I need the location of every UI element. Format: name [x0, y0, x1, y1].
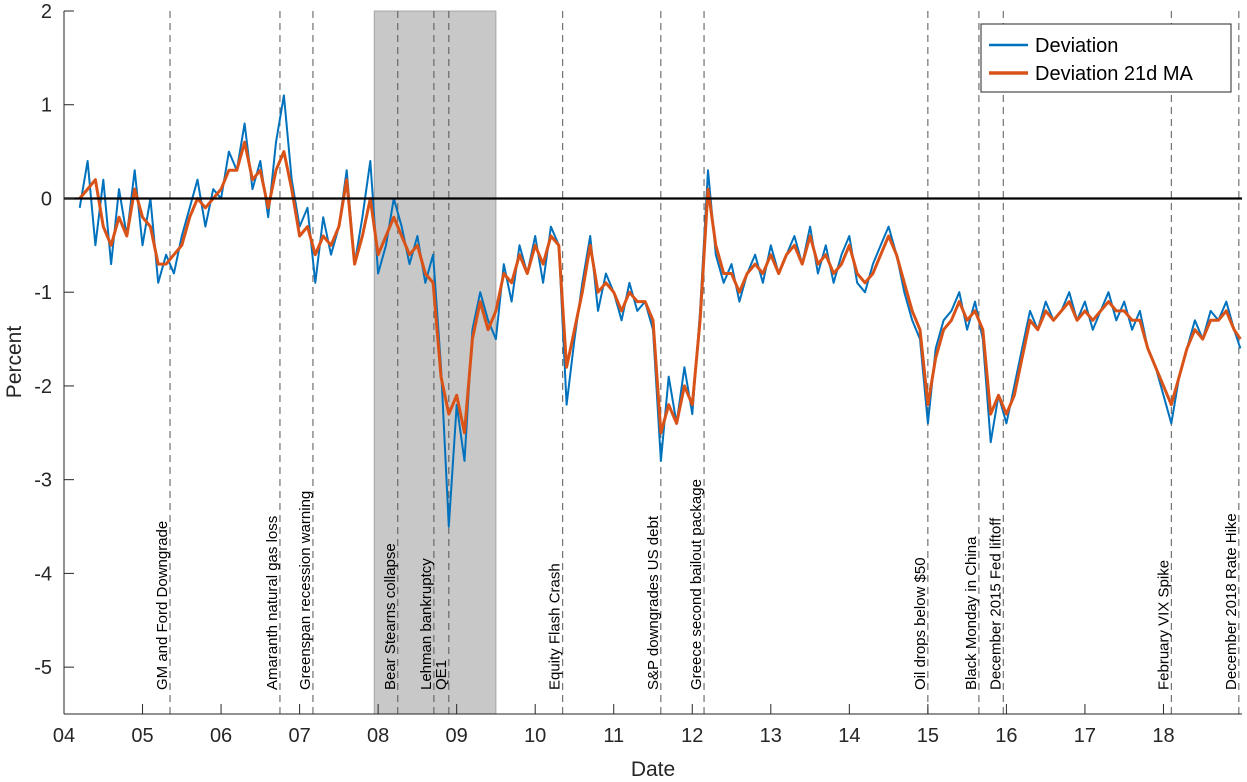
event-label: GM and Ford Downgrade [154, 521, 171, 690]
x-tick-label: 08 [367, 725, 389, 747]
x-tick-label: 10 [524, 725, 546, 747]
y-tick-label: 0 [41, 188, 52, 210]
y-tick-label: 1 [41, 95, 52, 117]
x-tick-label: 14 [838, 725, 860, 747]
x-tick-label: 16 [995, 725, 1017, 747]
x-tick-label: 06 [210, 725, 232, 747]
event-label: Greece second bailout package [688, 479, 705, 690]
axes-layer: 04 05 06 07 08 09 10 11 12 13 14 15 16 17 18210-1-2-3-… [34, 1, 1242, 747]
x-tick-label: 05 [131, 725, 153, 747]
y-tick-label: 2 [41, 1, 52, 23]
event-label: February VIX Spike [1155, 560, 1172, 690]
x-tick-label: 15 [917, 725, 939, 747]
event-label: December 2015 Fed liftoff [987, 517, 1004, 690]
x-tick-label: 09 [446, 725, 468, 747]
event-label: S&P downgrades US debt [645, 515, 662, 690]
event-label: QE1 [433, 660, 450, 690]
event-labels-layer: GM and Ford Downgrade Amaranth natural ga… [154, 479, 1240, 690]
legend: Deviation Deviation 21d MA [980, 23, 1232, 93]
x-tick-label: 11 [603, 725, 624, 747]
x-tick-label: 12 [681, 725, 703, 747]
y-axis-title: Percent [3, 326, 26, 399]
deviation-series-line [78, 94, 1242, 528]
event-label: Equity Flash Crash [547, 563, 564, 690]
x-tick-label: 07 [288, 725, 310, 747]
legend-box [980, 23, 1232, 93]
x-axis-title: Date [631, 758, 675, 781]
event-label: Greenspan recession warning [297, 491, 314, 690]
x-tick-label: 17 [1074, 725, 1096, 747]
series-layer [78, 94, 1242, 528]
event-label: Bear Stearns collapse [382, 543, 399, 690]
event-label: Amaranth natural gas loss [264, 516, 281, 690]
y-tick-label: -4 [34, 563, 52, 585]
event-lines-layer [169, 11, 1240, 714]
x-tick-label: 13 [760, 725, 782, 747]
shaded-period [373, 10, 497, 715]
event-label: Lehman bankruptcy [418, 558, 435, 690]
event-label: Oil drops below $50 [912, 557, 929, 690]
y-tick-label: -1 [34, 282, 52, 304]
x-tick-label: 18 [1152, 725, 1174, 747]
legend-label: Deviation 21d MA [1035, 63, 1194, 85]
y-tick-label: -5 [34, 657, 52, 679]
y-tick-label: -3 [34, 470, 52, 492]
shaded-period-layer [373, 10, 497, 715]
plot-area-background [64, 11, 1242, 714]
y-tick-label: -2 [34, 376, 52, 398]
x-tick-label: 04 [53, 725, 75, 747]
event-label: December 2018 Rate Hike [1223, 513, 1240, 690]
legend-label: Deviation [1035, 35, 1118, 57]
event-label: Black Monday in China [963, 536, 980, 690]
ma-series-line [78, 140, 1242, 435]
